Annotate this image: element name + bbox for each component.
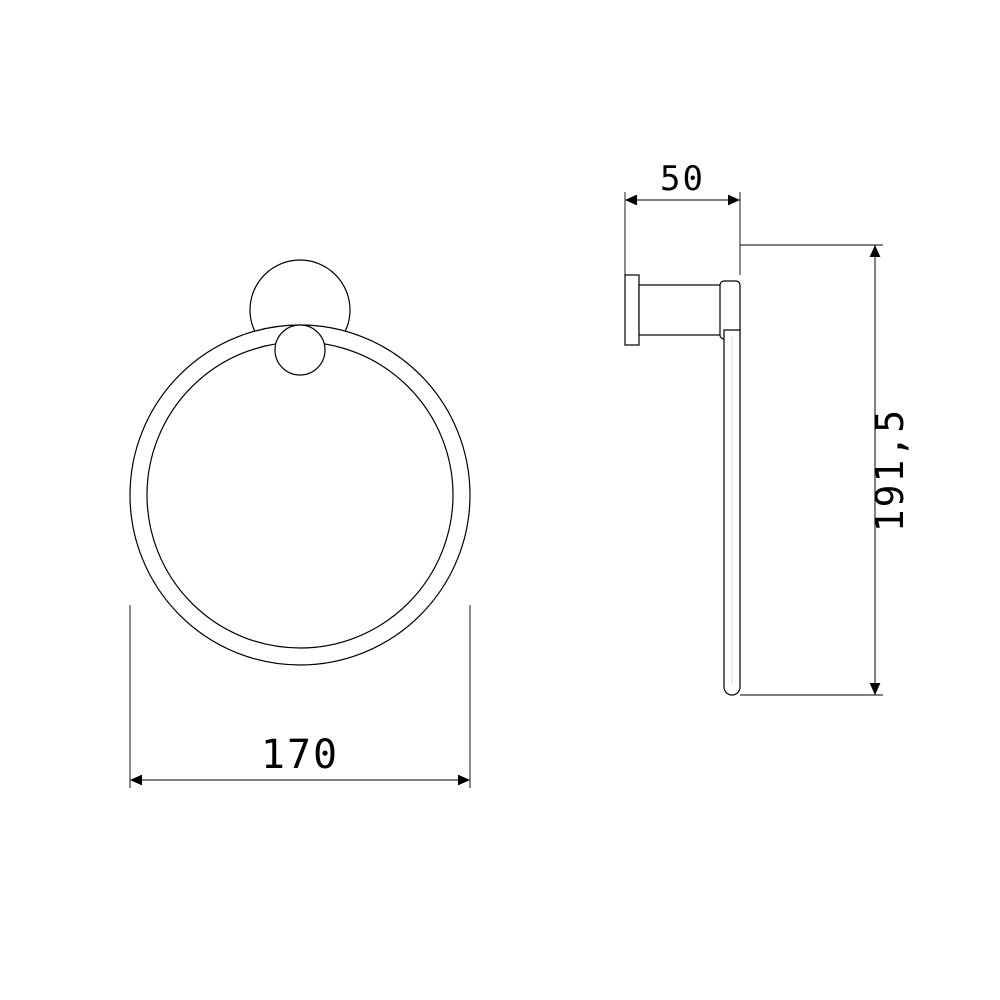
knob [275, 325, 325, 375]
side-view: 50 191,5 [625, 159, 912, 695]
technical-drawing: 170 50 191,5 [0, 0, 1000, 1000]
ring-outer [130, 325, 470, 665]
wall-plate [625, 275, 639, 345]
dim-depth-label: 50 [660, 159, 705, 199]
dim-width-label: 170 [261, 732, 339, 778]
front-view: 170 [130, 260, 470, 788]
mount-body [639, 285, 724, 335]
dim-height-label: 191,5 [868, 408, 912, 532]
